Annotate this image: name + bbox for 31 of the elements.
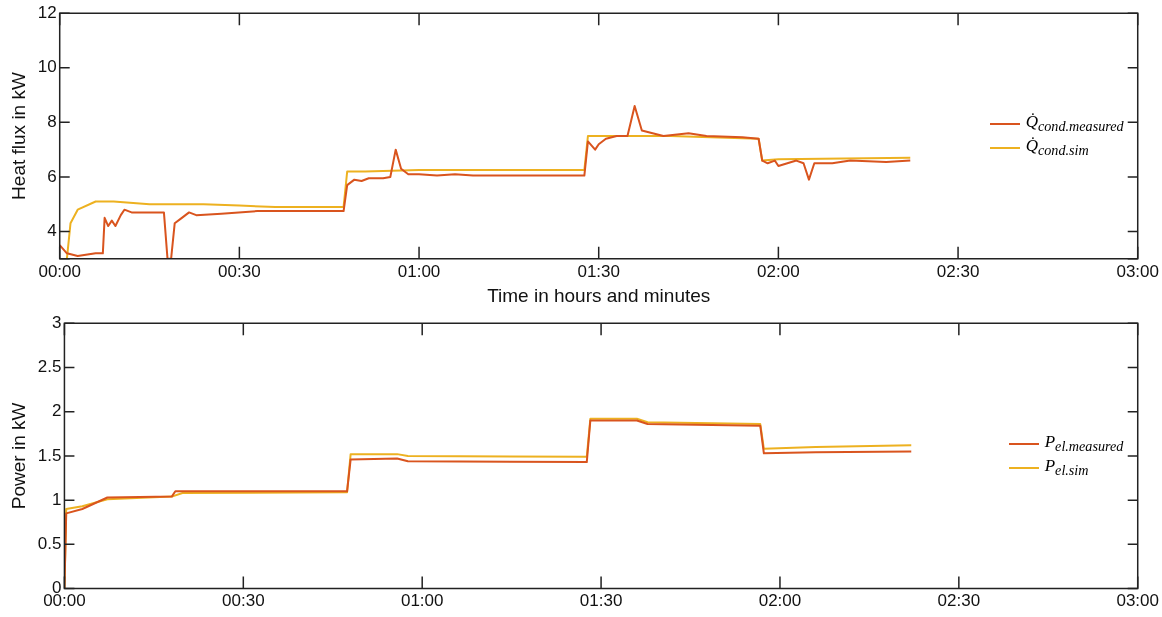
y-tick-label: 2: [51, 401, 62, 421]
x-tick-label: 00:30: [218, 261, 261, 281]
x-tick-label: 01:30: [577, 261, 620, 281]
y-tick-label: 0.5: [37, 534, 62, 554]
x-tick-label: 00:00: [38, 261, 81, 281]
x-tick-label: 00:30: [222, 591, 265, 611]
x-tick-label: 01:00: [400, 591, 444, 611]
legend-label: P$_{el.measured}$: [1044, 432, 1124, 456]
x-tick-label: 02:00: [758, 591, 802, 611]
x-tick-label: 03:00: [1116, 261, 1159, 281]
legend-label: P$_{el.sim}$: [1044, 456, 1089, 480]
x-tick-label: 02:30: [937, 591, 981, 611]
x-tick-label: 02:00: [757, 261, 800, 281]
y-tick-label: 8: [47, 112, 57, 132]
legend-label: Q̇$_{cond.sim}$: [1025, 136, 1089, 160]
y-tick-label: 3: [51, 312, 62, 332]
y-tick-label: 6: [47, 166, 57, 186]
x-tick-label: 01:00: [397, 261, 441, 281]
y-tick-label: 2.5: [37, 357, 62, 377]
y-tick-label: 12: [37, 2, 57, 22]
x-tick-label: 01:30: [579, 591, 623, 611]
y-tick-label: 4: [47, 221, 57, 241]
y-tick-label: 10: [37, 57, 57, 77]
x-tick-label: 02:30: [936, 261, 980, 281]
x-tick-label: 03:00: [1116, 591, 1159, 611]
y-tick-label: 1: [51, 489, 62, 509]
y-axis-title: Power in kW: [7, 402, 29, 510]
y-axis-title: Heat flux in kW: [7, 72, 29, 200]
y-tick-label: 1.5: [37, 445, 62, 465]
legend-label: Q̇$_{cond.measured}$: [1025, 112, 1124, 136]
x-axis-title: Time in hours and minutes: [487, 284, 711, 306]
